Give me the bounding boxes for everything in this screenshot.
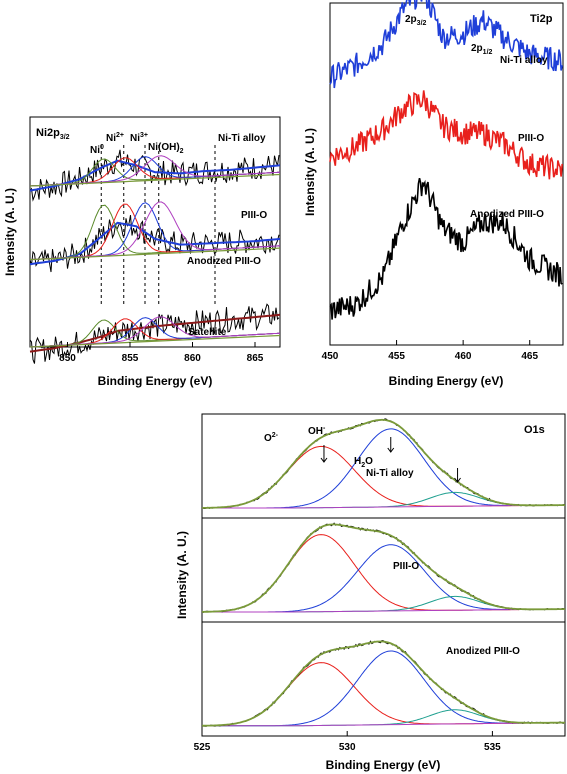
ni2p-series-label-anodized: Anodized PIII-O <box>187 256 261 267</box>
panel-ni2p: 850 855 860 865 Binding Energy (eV) Intensi… <box>3 116 281 388</box>
o1s-data-layer <box>201 418 566 727</box>
ti2p-2p12-label: 2p1/2 <box>471 43 493 56</box>
ohminus-sup: - <box>323 425 326 432</box>
ti2p-x-tick-label-2: 460 <box>455 351 472 362</box>
nioh2-label: Ni(OH)2 <box>148 142 184 155</box>
o1s-arrowhead-0 <box>320 457 328 463</box>
ti2p-series-label-alloy: Ni-Ti alloy <box>500 55 548 66</box>
h2o-main: H <box>354 456 361 467</box>
ti2p-2p12-main: 2p <box>471 43 483 54</box>
ni2p-raw-trace-2 <box>29 303 280 364</box>
o1s-plot-frame <box>201 413 566 737</box>
o1s-baseline-1 <box>202 608 565 613</box>
ti2p-trace-2 <box>329 178 563 320</box>
ohminus-label: OH- <box>308 425 326 437</box>
ti2p-plot-frame <box>329 2 564 346</box>
o1s-title: O1s <box>524 424 545 436</box>
h2o-tail: O <box>365 456 373 467</box>
o1s-fit-envelope-0 <box>202 418 565 509</box>
ti2p-2p32-label: 2p3/2 <box>405 14 427 27</box>
ni2p-title: Ni2p3/2 <box>36 127 70 141</box>
o1s-x-axis-title: Binding Energy (eV) <box>326 758 441 772</box>
o1s-x-tick-label-1: 530 <box>339 742 356 753</box>
h2o-sub: 2 <box>361 462 365 469</box>
ni2p-x-tick-label-3: 865 <box>247 353 264 364</box>
o1s-arrowhead-2 <box>454 477 461 483</box>
ni2p-plot-frame <box>29 116 281 348</box>
o1s-x-tick-label-0: 525 <box>194 742 211 753</box>
o1s-arrowhead-1 <box>387 447 395 453</box>
nioh2-label-sub: 2 <box>180 148 184 155</box>
ni2p-x-axis-title: Binding Energy (eV) <box>98 374 213 388</box>
ti2p-series-label-anodized: Anodized PIII-O <box>470 209 544 220</box>
ni2p-data-layer <box>29 145 281 364</box>
ni2p-baseline-2 <box>29 334 281 348</box>
ti2p-trace-0 <box>329 0 563 89</box>
ni2p-x-tick-label-1: 855 <box>122 353 139 364</box>
o1s-series-label-piii: PIII-O <box>393 561 419 572</box>
o2minus-label: O2- <box>264 432 279 444</box>
o1s-series-label-anodized: Anodized PIII-O <box>446 646 520 657</box>
ni2plus-label-main: Ni <box>106 133 116 144</box>
ti2p-series-label-piii: PIII-O <box>518 133 544 144</box>
ni2plus-label: Ni2+ <box>106 132 124 144</box>
o1s-ticks: 525 530 535 <box>194 731 501 753</box>
ni2p-raw-trace-0 <box>29 149 280 202</box>
ni3plus-label: Ni3+ <box>130 132 148 144</box>
o1s-fit-envelope-2 <box>202 640 565 727</box>
o2minus-main: O <box>264 433 272 444</box>
panel-o1s: 525 530 535 Binding Energy (eV) Intensity … <box>175 413 566 772</box>
ni3plus-label-main: Ni <box>130 133 140 144</box>
o1s-series-label-alloy: Ni-Ti alloy <box>366 468 414 479</box>
ni0-label-main: Ni <box>90 145 100 156</box>
ti2p-title: Ti2p <box>530 13 553 25</box>
ni2p-x-tick-label-0: 850 <box>59 353 76 364</box>
ni3plus-label-sup: 3+ <box>140 132 148 139</box>
ti2p-data-layer <box>329 0 563 320</box>
ni0-label: Ni0 <box>90 144 104 156</box>
ti2p-y-axis-title: Intensity (A. U.) <box>303 128 317 216</box>
ni2p-title-sub: 3/2 <box>60 134 70 141</box>
ni2p-series-label-alloy: Ni-Ti alloy <box>218 133 266 144</box>
ti2p-2p32-sub: 3/2 <box>417 20 427 27</box>
o2minus-sup: 2- <box>272 432 279 439</box>
ni2p-series-label-satellite: Satellite <box>188 327 227 338</box>
ti2p-trace-1 <box>329 90 563 180</box>
ni0-label-sup: 0 <box>100 144 104 151</box>
ni2plus-label-sup: 2+ <box>116 132 124 139</box>
ni2p-baseline-0 <box>29 173 281 187</box>
ni2p-fit-envelope-0 <box>29 159 281 192</box>
panel-ti2p: 450 455 460 465 Binding Energy (eV) Intensi… <box>303 0 564 388</box>
ti2p-ticks: 450 455 460 465 <box>322 340 538 362</box>
o1s-fit-envelope-1 <box>202 523 565 613</box>
ni2p-raw-trace-1 <box>29 215 280 273</box>
o1s-x-tick-label-2: 535 <box>484 742 501 753</box>
ni2p-x-tick-label-2: 860 <box>184 353 201 364</box>
ni2p-series-label-piii: PIII-O <box>241 210 267 221</box>
ti2p-2p12-sub: 1/2 <box>483 49 493 56</box>
o1s-component-oh-2 <box>202 650 565 727</box>
h2o-label: H2O <box>354 456 373 469</box>
ni2p-title-main: Ni2p <box>36 127 60 139</box>
o1s-component-oh-1 <box>202 544 565 613</box>
o1s-baseline-0 <box>202 504 565 509</box>
nioh2-label-main: Ni(OH) <box>148 142 180 153</box>
ni2p-baseline-1 <box>29 247 281 261</box>
ni2p-ticks: 850 855 860 865 <box>59 342 264 364</box>
ti2p-2p32-main: 2p <box>405 14 417 25</box>
ti2p-x-tick-label-1: 455 <box>388 351 405 362</box>
ti2p-x-tick-label-0: 450 <box>322 351 339 362</box>
o1s-raw-trace-1 <box>201 522 566 613</box>
ti2p-x-tick-label-3: 465 <box>521 351 538 362</box>
o1s-y-axis-title: Intensity (A. U.) <box>175 531 189 619</box>
ti2p-x-axis-title: Binding Energy (eV) <box>389 374 504 388</box>
o1s-raw-trace-0 <box>201 418 565 510</box>
ohminus-main: OH <box>308 426 323 437</box>
o1s-baseline-2 <box>202 722 566 727</box>
ni2p-y-axis-title: Intensity (A. U.) <box>3 188 17 276</box>
